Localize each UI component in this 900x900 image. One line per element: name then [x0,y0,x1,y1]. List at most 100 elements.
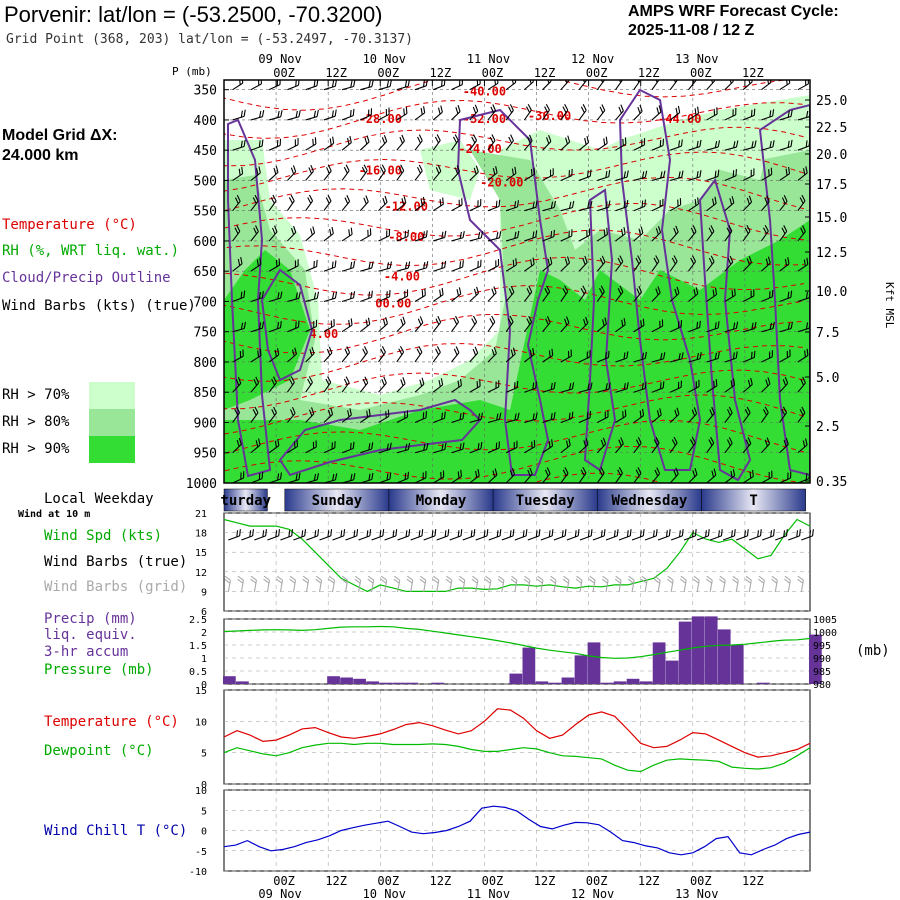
wind-barb [615,255,624,272]
wind-barb [378,409,390,423]
barb-staff [323,142,334,151]
barb-flag [748,256,752,263]
wind-barb [760,224,769,242]
temperature-contour-label: -12.00 [385,200,428,214]
barb-flag [513,382,516,389]
barb-flag [459,261,462,269]
barb-staff [761,356,773,363]
barb-staff [688,112,699,121]
barb-flag [498,575,505,581]
height-tick-label: 22.5 [816,121,847,136]
barb-flag [679,530,681,537]
barb-flag [276,348,280,355]
surface-wind-barb-true [410,529,424,541]
barb-flag [290,194,295,202]
barb-flag [441,261,444,269]
barb-flag [353,473,356,480]
barb-flag [608,170,611,177]
barb-flag [273,167,277,175]
barb-flag [491,288,495,296]
barb-flag [279,138,282,146]
barb-flag [291,529,294,536]
barb-flag [477,469,480,476]
wind-barb [706,255,715,272]
barb-flag [331,261,334,269]
barb-staff [736,535,748,541]
barb-flag [758,578,765,584]
barb-staff [469,475,480,483]
barb-staff [651,232,661,242]
barb-flag [255,225,259,232]
barb-staff [688,326,700,333]
wind-barb [724,169,737,181]
wind-barb [670,139,683,151]
barb-flag [753,289,755,297]
wind-barb [761,289,774,302]
barb-staff [597,388,610,393]
barb-flag [259,257,262,265]
barb-flag [677,199,679,207]
barb-staff [578,175,591,181]
barb-staff [761,173,773,181]
wind-barb [597,170,611,181]
barb-flag [274,349,277,357]
barb-flag [674,288,678,296]
precip-label: Precip (mm) [44,611,137,627]
barb-staff [232,115,245,121]
barb-flag [582,467,587,474]
barb-flag [719,575,726,581]
barb-flag [280,291,283,299]
surface-wind-barb-true [241,529,254,541]
barb-flag [508,288,513,295]
barb-flag [453,318,458,325]
barb-flag [566,256,571,264]
barb-staff [341,414,352,423]
wind-barb [268,376,277,393]
barb-staff [615,176,628,181]
barb-flag [732,469,736,476]
weekday-label: Wednesday [611,493,687,509]
height-tick-label: 10.0 [816,285,847,300]
barb-flag [753,168,755,176]
windchill-tick-label: 0 [201,827,207,838]
barb-flag [258,472,261,480]
barb-flag [717,169,720,177]
barb-flag [272,194,277,202]
wind-barb [487,104,497,121]
barb-flag [529,349,533,357]
barb-staff [524,236,536,242]
barb-flag [425,261,429,268]
barb-flag [586,412,589,419]
barb-flag [252,197,257,204]
barb-flag [582,258,586,265]
wind-barb [432,378,444,393]
barb-staff [615,443,624,454]
wind-barb [688,106,699,121]
barb-staff [414,267,427,272]
barb-staff [378,170,386,181]
pressure-line [223,625,811,659]
barb-flag [805,473,808,480]
barb-flag [527,103,532,111]
barb-flag [298,110,301,117]
barb-flag [439,289,442,297]
barb-flag [746,258,750,265]
barb-staff [487,292,497,302]
wind-barb [578,410,592,423]
barb-flag [806,348,809,356]
barb-flag [659,382,662,390]
barb-flag [693,575,700,581]
bottom-time-label: 12Z [430,874,452,888]
barb-flag [471,578,478,584]
pressure-unit-label: (mb) [856,643,890,659]
barb-flag [405,106,408,114]
barb-flag [617,288,622,295]
barb-flag [679,198,682,205]
barb-staff [360,86,373,91]
barb-flag [605,136,608,144]
barb-flag [240,322,244,330]
barb-flag [766,195,770,202]
barb-staff [268,231,278,242]
barb-flag [275,165,279,173]
wind-barb [360,261,374,272]
